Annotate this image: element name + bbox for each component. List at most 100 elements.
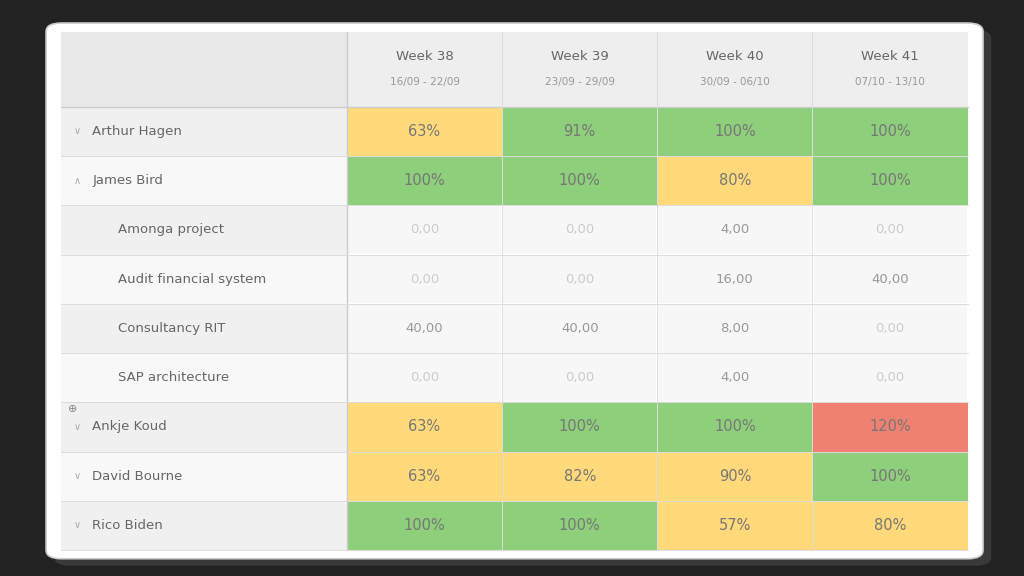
Bar [812,107,968,156]
Text: 0,00: 0,00 [565,371,594,384]
Text: Week 40: Week 40 [707,50,764,63]
Bar [812,501,968,550]
Text: 23/09 - 29/09: 23/09 - 29/09 [545,77,614,87]
Text: ∨: ∨ [74,521,81,530]
Bar [61,32,347,107]
Text: 100%: 100% [869,124,911,139]
Text: Amonga project: Amonga project [118,223,224,237]
Text: 91%: 91% [563,124,596,139]
Text: 80%: 80% [873,518,906,533]
Text: 100%: 100% [559,419,600,434]
Text: 4,00: 4,00 [720,371,750,384]
Bar [503,255,656,303]
Bar [347,156,502,206]
Text: 40,00: 40,00 [406,322,443,335]
Text: 100%: 100% [714,124,756,139]
Bar [348,354,501,401]
Bar [812,156,968,206]
Text: 120%: 120% [869,419,911,434]
Bar [813,304,967,353]
Bar [347,501,502,550]
Bar [658,206,811,254]
Text: 16,00: 16,00 [716,272,754,286]
Bar [502,501,657,550]
Bar [61,353,347,402]
Bar [502,452,657,501]
Text: ∨: ∨ [74,422,81,432]
Bar [503,206,656,254]
Text: ∨: ∨ [74,127,81,137]
FancyBboxPatch shape [54,30,991,566]
Bar [61,32,968,107]
Text: 07/10 - 13/10: 07/10 - 13/10 [855,77,925,87]
Text: David Bourne: David Bourne [92,469,182,483]
Bar [658,255,811,303]
Bar [657,156,812,206]
Text: 100%: 100% [869,173,911,188]
Bar [502,107,657,156]
Text: 0,00: 0,00 [876,223,905,237]
Text: 100%: 100% [714,419,756,434]
Bar [61,501,347,550]
Text: Week 39: Week 39 [551,50,608,63]
Text: 0,00: 0,00 [876,322,905,335]
Bar [657,501,812,550]
Bar [812,452,968,501]
Text: 80%: 80% [719,173,751,188]
Bar [812,402,968,452]
Bar [61,206,347,255]
Bar [348,206,501,254]
Bar [61,402,347,452]
Text: 82%: 82% [563,469,596,484]
Text: SAP architecture: SAP architecture [118,371,229,384]
Text: ∧: ∧ [74,176,81,185]
Text: 100%: 100% [559,518,600,533]
Text: 40,00: 40,00 [561,322,598,335]
Bar [61,107,347,156]
Bar [347,452,502,501]
Bar [658,354,811,401]
Text: 16/09 - 22/09: 16/09 - 22/09 [389,77,460,87]
Text: ⊕: ⊕ [68,404,77,414]
Bar [813,206,967,254]
Text: 0,00: 0,00 [565,272,594,286]
Text: 63%: 63% [409,469,440,484]
Text: 0,00: 0,00 [410,272,439,286]
Text: Rico Biden: Rico Biden [92,519,163,532]
FancyBboxPatch shape [46,23,983,559]
Bar [348,304,501,353]
Text: Arthur Hagen: Arthur Hagen [92,125,182,138]
Bar [813,354,967,401]
Text: 0,00: 0,00 [876,371,905,384]
Bar [503,354,656,401]
Text: Week 38: Week 38 [395,50,454,63]
Text: James Bird: James Bird [92,174,163,187]
Bar [61,304,347,353]
Text: Ankje Koud: Ankje Koud [92,420,167,434]
Text: 0,00: 0,00 [410,371,439,384]
Text: 0,00: 0,00 [410,223,439,237]
Bar [657,452,812,501]
Bar [502,156,657,206]
Text: 100%: 100% [403,518,445,533]
Text: 63%: 63% [409,419,440,434]
Text: Audit financial system: Audit financial system [118,272,266,286]
Bar [347,402,502,452]
Text: 30/09 - 06/10: 30/09 - 06/10 [700,77,770,87]
Text: 8,00: 8,00 [720,322,750,335]
Text: 0,00: 0,00 [565,223,594,237]
Bar [503,304,656,353]
Text: 4,00: 4,00 [720,223,750,237]
Text: 90%: 90% [719,469,751,484]
Bar [61,452,347,501]
Bar [657,107,812,156]
Bar [61,156,347,206]
Bar [347,107,502,156]
Bar [813,255,967,303]
Text: ∨: ∨ [74,471,81,481]
Bar [348,255,501,303]
Bar [61,107,347,550]
Text: Consultancy RIT: Consultancy RIT [118,322,225,335]
Text: 63%: 63% [409,124,440,139]
Bar [658,304,811,353]
